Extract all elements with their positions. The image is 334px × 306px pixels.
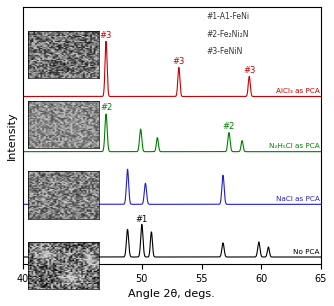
Text: No PCA: No PCA [293, 249, 320, 255]
Text: AlCl₃ as PCA: AlCl₃ as PCA [276, 88, 320, 94]
Y-axis label: Intensity: Intensity [7, 111, 17, 160]
Text: N₂H₅Cl as PCA: N₂H₅Cl as PCA [269, 144, 320, 149]
Text: #3: #3 [100, 31, 112, 39]
Text: #3-FeNiN: #3-FeNiN [206, 47, 242, 56]
Text: #1-A1-FeNi: #1-A1-FeNi [206, 12, 249, 21]
Text: #2: #2 [223, 122, 235, 131]
X-axis label: Angle 2θ, degs.: Angle 2θ, degs. [128, 289, 215, 299]
Text: #3: #3 [243, 66, 256, 75]
Text: NaCl as PCA: NaCl as PCA [276, 196, 320, 202]
Text: #2: #2 [100, 103, 112, 112]
Text: #1: #1 [136, 215, 148, 224]
Text: #2-Fe₂Ni₂N: #2-Fe₂Ni₂N [206, 30, 248, 39]
Text: #3: #3 [173, 57, 185, 65]
